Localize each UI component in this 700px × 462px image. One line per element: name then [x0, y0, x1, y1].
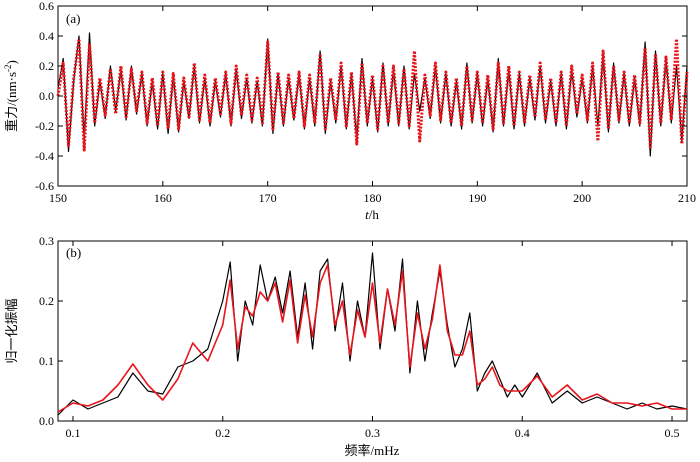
panel-a-xlabel-italic: t [365, 207, 369, 222]
panel-b-xlabel: 频率/mHz [345, 443, 400, 458]
panel-a-xtick-label: 180 [364, 191, 382, 205]
panel-a-xtick-label: 210 [678, 191, 696, 205]
panel-a-ylabel-main: 重力/(nm·s [4, 72, 19, 132]
panel-a-ticks: 150 160 170 180 190 200 210 -0.6 -0.4 -0.2 0.0 0.2 0… [35, 0, 696, 205]
panel-a-ylabel-close: ) [4, 60, 19, 64]
panel-a-xlabel-rest: /h [369, 207, 380, 222]
panel-b-ylabel: 归一化振幅 [4, 298, 19, 363]
panel-a-frame [57, 5, 688, 187]
panel-a-ytick-label: 0.6 [39, 0, 54, 13]
panel-a-ytick-label: 0.2 [39, 59, 54, 73]
panel-b-series-black-line [57, 252, 688, 416]
panel-b-xtick-label: 0.2 [215, 426, 230, 440]
panel-a: (a) 150 160 170 180 190 200 210 -0.6 -0.4 -0.2 0.0… [3, 0, 696, 222]
panel-b-ticks: 0.1 0.2 0.3 0.4 0.5 0.0 0.1 0.2 0.3 [39, 234, 687, 440]
panel-a-xtick-label: 200 [573, 191, 591, 205]
panel-b: (b) 0.1 0.2 0.3 0.4 0.5 0.0 0.1 0.2 0.3 频率/mHz 归… [4, 234, 688, 458]
panel-a-ytick-label: -0.6 [35, 179, 54, 193]
panel-a-ytick-label: 0.0 [39, 89, 54, 103]
panel-a-series-red-line [56, 37, 689, 152]
panel-a-ytick-label: -0.4 [35, 149, 54, 163]
panel-a-ylabel-sup: -2 [3, 64, 13, 72]
panel-a-xtick-label: 190 [468, 191, 486, 205]
panel-b-label: (b) [66, 245, 81, 260]
panel-a-xtick-label: 160 [154, 191, 172, 205]
panel-b-series [57, 252, 688, 416]
panel-b-xtick-label: 0.1 [65, 426, 80, 440]
panel-b-series-red-line [57, 264, 687, 413]
panel-a-ylabel: 重力/(nm·s-2) [3, 60, 19, 132]
panel-a-xtick-label: 170 [259, 191, 277, 205]
panel-b-xtick-label: 0.5 [665, 426, 680, 440]
panel-a-xtick-label: 150 [49, 191, 67, 205]
panel-b-ytick-label: 0.3 [39, 234, 54, 248]
panel-b-xtick-label: 0.3 [365, 426, 380, 440]
panel-a-xlabel: t/h [365, 207, 379, 222]
panel-b-ytick-label: 0.0 [39, 414, 54, 428]
panel-b-ytick-label: 0.2 [39, 294, 54, 308]
panel-a-ytick-label: -0.2 [35, 119, 54, 133]
panel-a-series-black-line [57, 32, 688, 157]
panel-b-ytick-label: 0.1 [39, 354, 54, 368]
panel-b-xtick-label: 0.4 [515, 426, 530, 440]
panel-a-series [56, 32, 689, 157]
panel-b-frame [57, 240, 688, 422]
panel-a-label: (a) [66, 11, 80, 26]
panel-a-ytick-label: 0.4 [39, 29, 54, 43]
